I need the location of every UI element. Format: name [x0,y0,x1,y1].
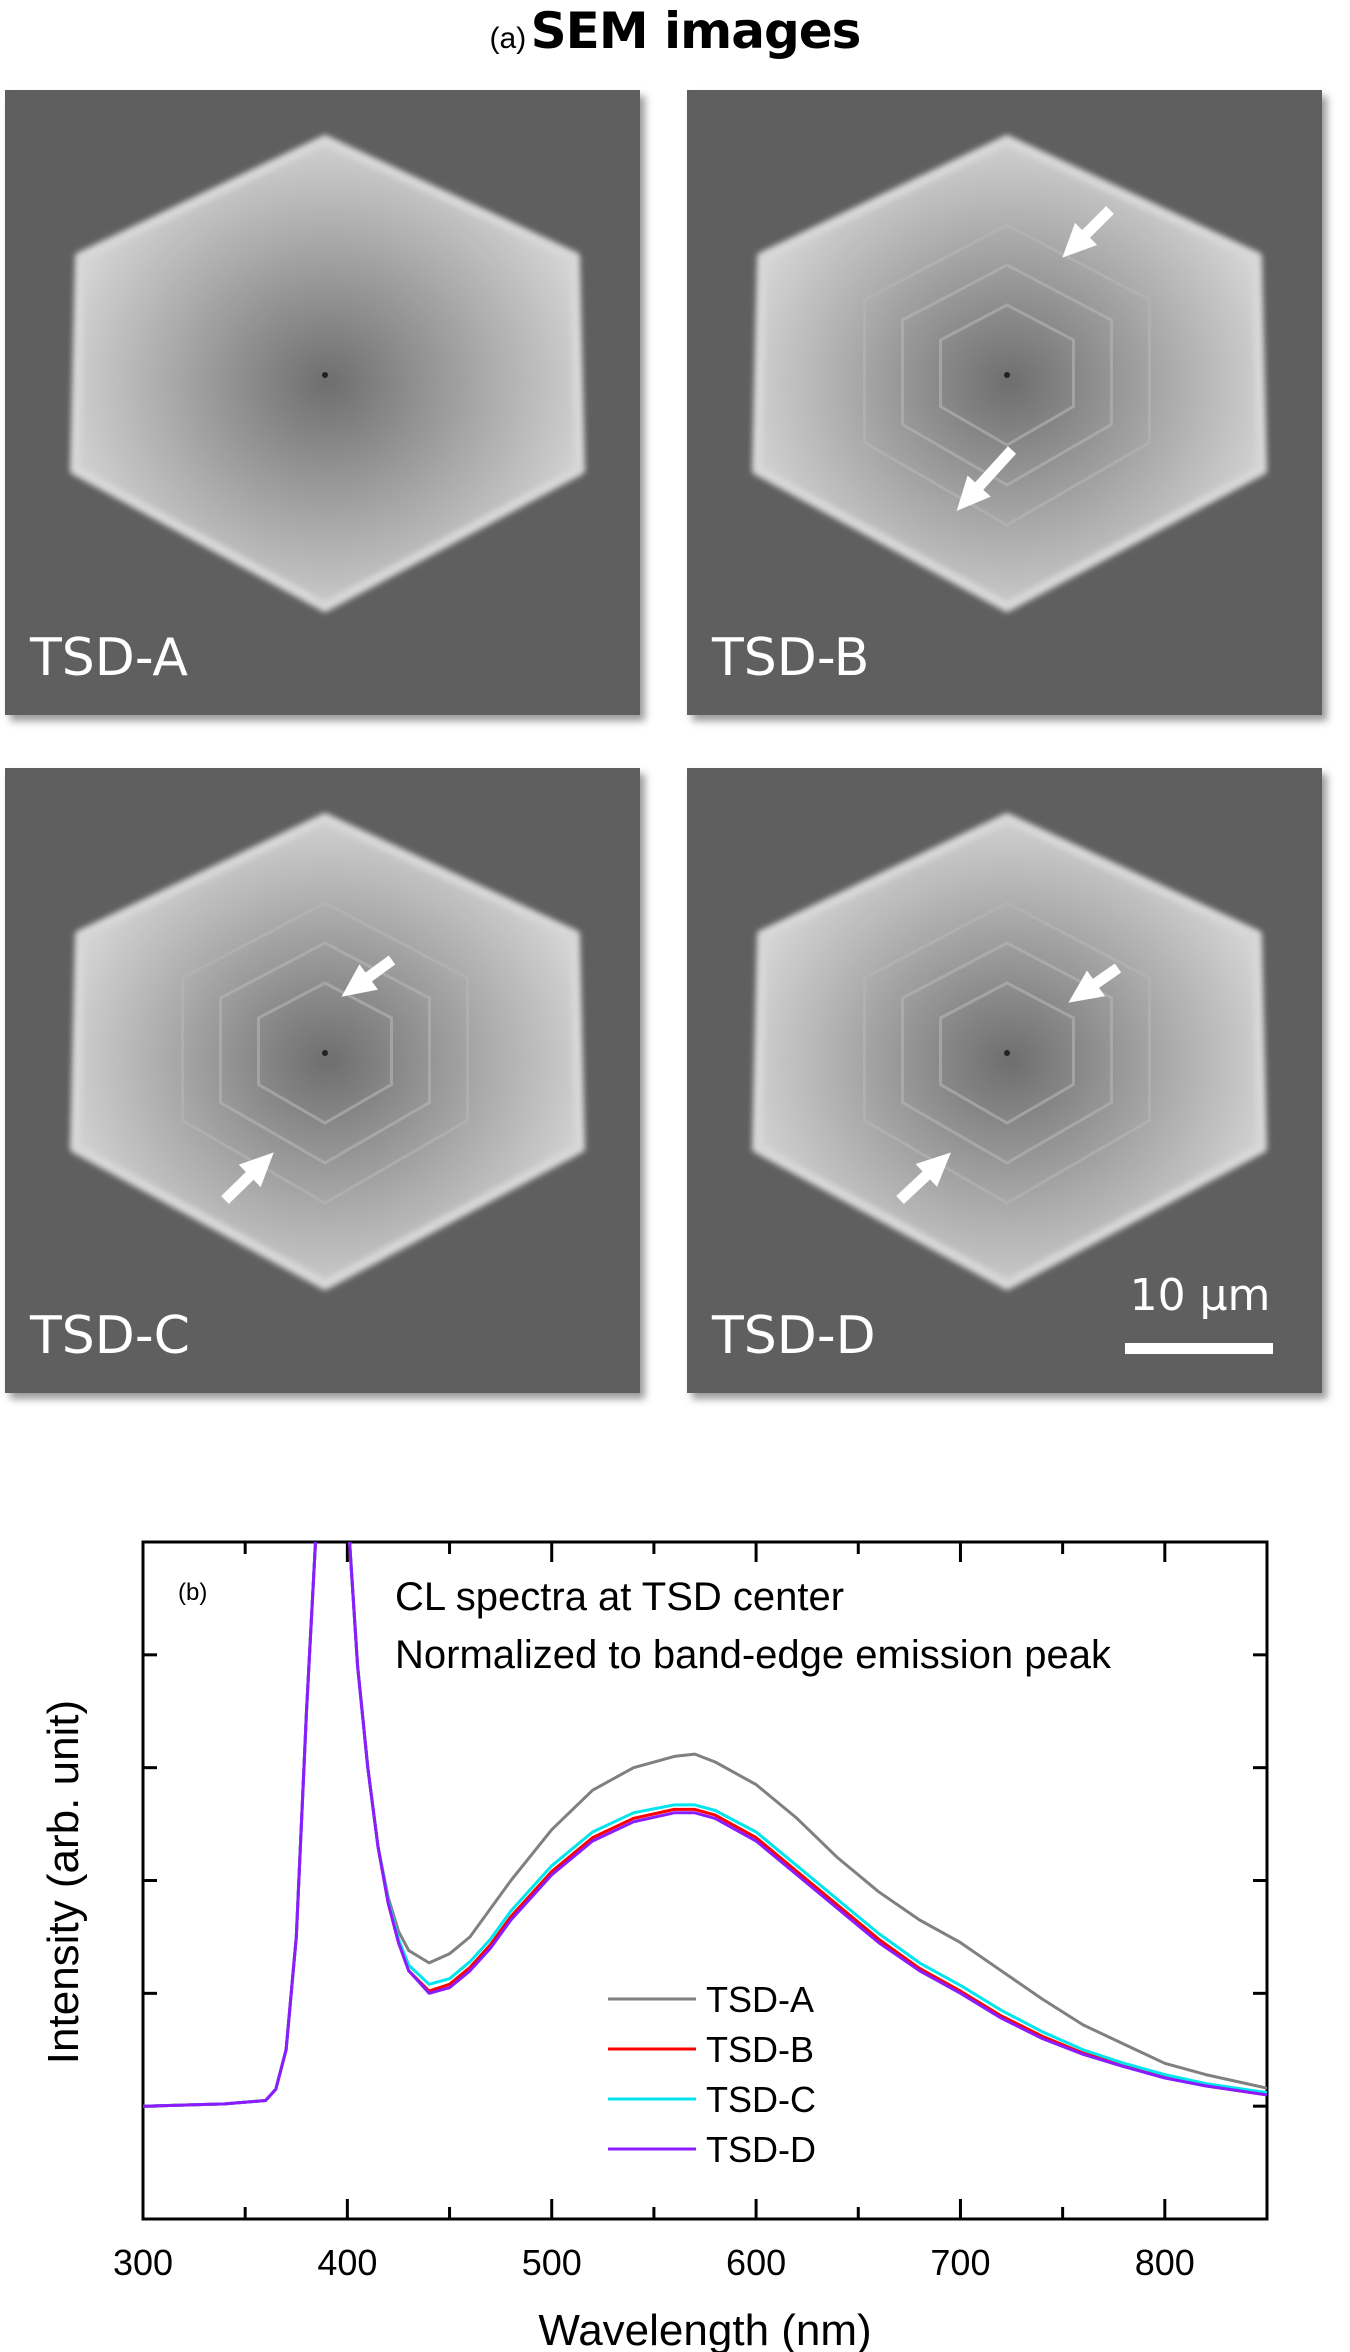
sem-panel-a: TSD-A [5,90,640,715]
scale-bar-label: 10 μm [1130,1270,1271,1321]
arrow-icon [341,955,396,997]
annotation-line-2: Normalized to band-edge emission peak [395,1633,1112,1677]
growth-step-ring [181,901,469,1205]
x-tick-label: 600 [726,2242,786,2283]
arrow-icon [221,1152,274,1204]
series-lines [143,1542,1267,2108]
legend: TSD-A TSD-B TSD-C TSD-D [608,1979,816,2170]
series-line-tsd-d [143,1542,1267,2108]
scale-bar: 10 μm [1125,1270,1273,1354]
arrow-icon [1068,963,1122,1003]
growth-step-ring [939,303,1075,447]
growth-step-ring [863,901,1151,1205]
x-tick-label: 500 [522,2242,582,2283]
sem-panel-c: TSD-C [5,768,640,1393]
arrow-icon [1062,206,1114,258]
arrow-icon [896,1152,951,1205]
legend-label: TSD-C [706,2079,816,2120]
panel-a-prefix: (a) [489,22,527,55]
growth-step-ring [901,263,1113,487]
arrow-icon [956,446,1017,511]
x-tick-label: 800 [1135,2242,1195,2283]
tsd-center-pit [322,1050,328,1056]
sem-panel-d: TSD-D [687,768,1322,1393]
sem-panel-b: TSD-B [687,90,1322,715]
sem-images: TSD-A TSD-B TSD-C TSD-D 10 μm [5,90,1322,1393]
x-tick-label: 300 [113,2242,173,2283]
y-axis-label: Intensity (arb. unit) [39,1700,88,2064]
sem-panel-label: TSD-D [711,1306,876,1366]
growth-step-ring [219,941,431,1165]
panel-a-heading: SEM images [530,2,862,60]
growth-step-ring [257,981,393,1125]
panel-a-title: (a) SEM images [0,2,1350,60]
legend-label: TSD-D [706,2129,816,2170]
sem-panel-label: TSD-C [29,1306,190,1366]
scale-bar-line [1125,1343,1273,1354]
x-tick-label: 700 [930,2242,990,2283]
panel-b-label: (b) [178,1579,207,1606]
x-axis-label: Wavelength (nm) [538,2306,871,2352]
annotation-line-1: CL spectra at TSD center [395,1575,844,1619]
growth-step-ring [939,981,1075,1125]
sem-panel-label: TSD-A [29,628,188,688]
growth-step-ring [901,941,1113,1165]
x-tick-label: 400 [317,2242,377,2283]
legend-label: TSD-A [706,1979,814,2020]
axis-ticks: 300 400 500 600 700 800 [113,1542,1269,2283]
tsd-center-pit [1004,1050,1010,1056]
cl-spectra-chart: 300 400 500 600 700 800 (b) CL spectra at TSD… [39,1540,1269,2352]
legend-label: TSD-B [706,2029,814,2070]
tsd-center-pit [1004,372,1010,378]
tsd-center-pit [322,372,328,378]
sem-panel-label: TSD-B [711,628,869,688]
growth-step-ring [863,223,1151,527]
